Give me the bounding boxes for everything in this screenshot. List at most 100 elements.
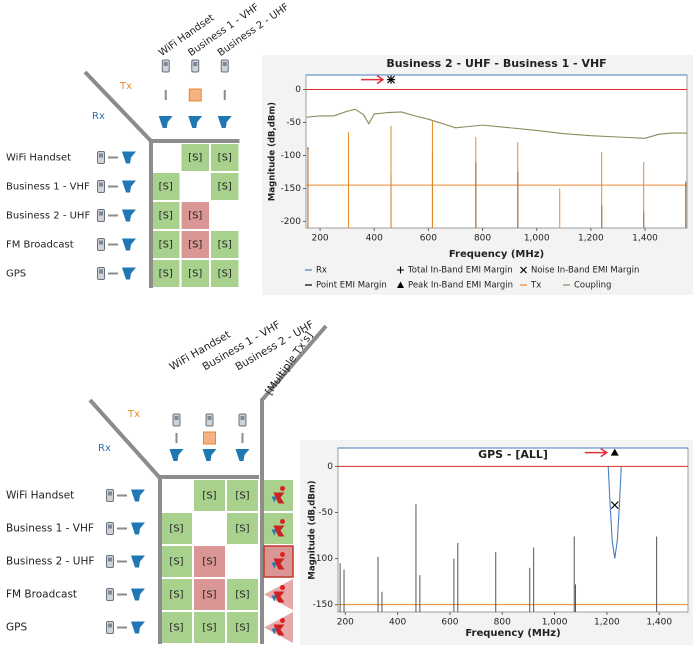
rx-label: Business 1 - VHF — [6, 182, 90, 193]
rx-label: GPS — [6, 269, 26, 280]
phone-screen — [222, 62, 227, 66]
matrix-cell[interactable] — [211, 231, 239, 258]
rx-label: Business 2 - UHF — [6, 556, 94, 568]
pointer-arrow — [361, 74, 385, 85]
cell-text: [S] — [169, 623, 183, 634]
antenna-icon — [202, 449, 217, 461]
cell-text: [S] — [188, 211, 202, 222]
x-tick-label: 1,000 — [524, 234, 550, 244]
x-tick-label: 1,400 — [632, 234, 658, 244]
cell-text: [S] — [188, 269, 202, 280]
antenna-icon — [122, 238, 136, 251]
y-tick-label: -100 — [313, 554, 334, 564]
multi-tx-icon — [271, 562, 277, 569]
legend-label: Coupling — [574, 281, 611, 291]
cell-text: [S] — [202, 590, 216, 601]
x-tick-label: 400 — [389, 618, 406, 628]
phone-screen — [108, 557, 112, 562]
cell-text: [S] — [218, 153, 232, 164]
matrix-cell[interactable] — [194, 612, 225, 643]
matrix-cell[interactable] — [211, 173, 239, 200]
multi-tx-icon — [280, 618, 285, 623]
legend-swatch — [397, 266, 404, 274]
legend-label: Noise In-Band EMI Margin — [531, 266, 639, 276]
y-tick-label: -100 — [281, 151, 302, 161]
x-tick-label: 1,200 — [594, 618, 620, 628]
antenna-icon — [122, 180, 136, 193]
antenna-icon — [122, 151, 136, 164]
y-tick-label: 0 — [327, 462, 333, 472]
matrix-cell[interactable] — [152, 260, 180, 287]
cell-text: [S] — [218, 269, 232, 280]
matrix-cell[interactable] — [211, 260, 239, 287]
multi-tx-icon — [273, 591, 285, 603]
marker-cross — [610, 501, 619, 510]
matrix-cell[interactable] — [161, 612, 192, 643]
x-tick-label: 1,000 — [542, 618, 568, 628]
matrix-cell[interactable] — [227, 480, 258, 511]
rx-label: WiFi Handset — [6, 490, 74, 502]
matrix-cell[interactable] — [227, 612, 258, 643]
cell-text: [S] — [169, 524, 183, 535]
phone-screen — [99, 269, 103, 274]
legend-label: Tx — [530, 281, 541, 291]
matrix-cell[interactable] — [161, 513, 192, 544]
rx-label: FM Broadcast — [6, 589, 77, 601]
y-axis-label: Magnitude (dB,dBm) — [308, 480, 318, 579]
phone-screen — [174, 416, 179, 420]
antenna-icon — [217, 116, 232, 128]
matrix-cell[interactable] — [161, 579, 192, 610]
y-tick-label: -150 — [313, 600, 334, 610]
series-line — [306, 108, 687, 139]
multi-tx-icon — [280, 486, 285, 491]
chart-title: GPS - [ALL] — [478, 448, 548, 461]
phone-screen — [99, 240, 103, 245]
matrix-cell[interactable] — [227, 579, 258, 610]
multi-tx-icon — [273, 492, 285, 504]
y-axis-label: Magnitude (dB,dBm) — [268, 102, 278, 201]
plot-area — [337, 447, 689, 613]
matrix-cell[interactable] — [227, 513, 258, 544]
tx-title: Tx — [127, 409, 140, 420]
matrix-cell[interactable] — [194, 546, 225, 577]
cell-text: [S] — [169, 557, 183, 568]
matrix-cell[interactable] — [152, 202, 180, 229]
cell-text: [S] — [159, 240, 173, 251]
legend-label: Rx — [316, 266, 327, 276]
matrix-cell[interactable] — [211, 144, 239, 171]
matrix-cell[interactable] — [181, 144, 210, 171]
matrix-cell[interactable] — [194, 579, 225, 610]
plot-area — [305, 74, 688, 229]
cell-text: [S] — [202, 491, 216, 502]
chart-title: Business 2 - UHF - Business 1 - VHF — [386, 57, 606, 70]
antenna-icon — [188, 116, 203, 128]
multi-tx-icon — [271, 496, 277, 503]
cell-text: [S] — [159, 211, 173, 222]
x-tick-label: 1,200 — [578, 234, 604, 244]
matrix-cell[interactable] — [194, 480, 225, 511]
x-tick-label: 200 — [337, 618, 354, 628]
legend-marker — [520, 266, 527, 274]
rx-label: GPS — [6, 622, 27, 634]
marker-cross — [387, 75, 395, 84]
rx-title: Rx — [98, 443, 111, 454]
matrix-cell[interactable] — [181, 202, 210, 229]
matrix-cell[interactable] — [161, 546, 192, 577]
multi-tx-icon — [271, 529, 277, 536]
antenna-icon — [131, 621, 145, 634]
matrix-cell[interactable] — [152, 173, 180, 200]
matrix-cell[interactable] — [181, 231, 210, 258]
matrix-cell[interactable] — [152, 231, 180, 258]
rx-title: Rx — [92, 111, 105, 122]
cell-text: [S] — [218, 240, 232, 251]
tx-active-icon — [188, 88, 202, 102]
matrix-cell[interactable] — [181, 260, 210, 287]
phone-screen — [163, 62, 168, 66]
multi-tx-icon — [273, 558, 285, 570]
multi-tx-icon — [280, 585, 285, 590]
antenna-icon — [122, 209, 136, 222]
cell-text: [S] — [202, 557, 216, 568]
antenna-icon — [131, 522, 145, 535]
phone-screen — [207, 416, 212, 420]
